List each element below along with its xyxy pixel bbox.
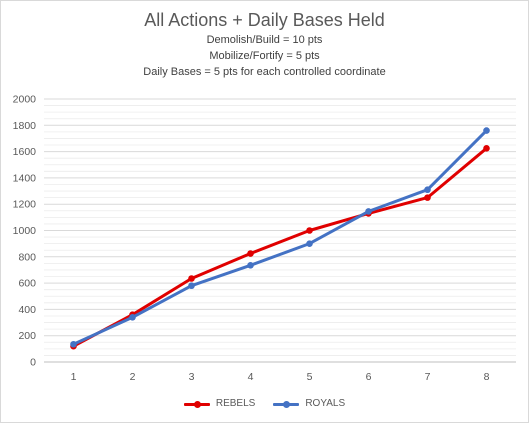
legend-swatch-rebels [183, 399, 210, 409]
y-tick-label: 1400 [13, 172, 37, 184]
major-gridlines [44, 98, 516, 337]
title-block: All Actions + Daily Bases Held Demolish/… [0, 8, 529, 80]
subtitle-line-2: Mobilize/Fortify = 5 pts [209, 50, 320, 62]
y-tick-label: 2000 [13, 94, 37, 106]
data-point-royals [129, 313, 136, 321]
y-tick-label: 1200 [13, 199, 37, 211]
legend-label-royals: ROYALS [305, 398, 346, 409]
subtitle-line-1: Demolish/Build = 10 pts [206, 34, 323, 46]
data-point-rebels [247, 250, 254, 257]
x-tick-label: 1 [71, 371, 77, 383]
legend-label-rebels: REBELS [215, 398, 256, 409]
data-point-rebels [424, 194, 431, 201]
chart-title: All Actions + Daily Bases Held [144, 10, 385, 30]
x-tick-label: 5 [307, 371, 313, 383]
y-tick-label: 1600 [13, 146, 37, 158]
data-point-royals [365, 208, 372, 215]
y-tick-label: 400 [18, 304, 36, 316]
data-point-royals [70, 340, 77, 348]
x-tick-label: 8 [484, 371, 490, 383]
data-point-royals [247, 262, 254, 269]
data-point-royals [424, 186, 431, 194]
minor-gridlines [44, 105, 516, 356]
series-line-royals [72, 129, 488, 346]
legend: REBELS ROYALS [0, 398, 529, 409]
y-tick-label: 1000 [13, 225, 37, 237]
x-tick-labels: 1 2 3 4 5 6 7 8 [71, 371, 490, 383]
legend-item-rebels: REBELS [183, 398, 256, 409]
legend-marker-royals [283, 400, 291, 408]
data-point-rebels [188, 275, 195, 282]
x-tick-label: 7 [425, 371, 431, 383]
y-tick-label: 800 [18, 251, 36, 263]
x-tick-label: 2 [130, 371, 136, 383]
series-line-rebels [72, 146, 488, 348]
x-tick-label: 3 [189, 371, 195, 383]
y-tick-label: 600 [18, 278, 36, 290]
data-point-royals [306, 240, 313, 247]
subtitle-line-3: Daily Bases = 5 pts for each controlled … [143, 66, 386, 78]
data-point-royals [483, 127, 490, 134]
legend-swatch-royals [273, 399, 300, 409]
legend-item-royals: ROYALS [273, 398, 345, 409]
series-lines [70, 127, 490, 350]
data-point-rebels [306, 227, 313, 234]
legend-marker-rebels [193, 400, 201, 408]
x-tick-label: 4 [248, 371, 254, 383]
data-point-royals [188, 282, 195, 290]
y-tick-labels: 0 200 400 600 800 1000 1200 1400 1600 1800 2000 [13, 94, 37, 369]
x-tick-label: 6 [366, 371, 372, 383]
y-tick-label: 0 [30, 357, 36, 369]
y-tick-label: 200 [18, 330, 36, 342]
y-tick-label: 1800 [13, 120, 37, 132]
data-point-rebels [483, 145, 490, 152]
